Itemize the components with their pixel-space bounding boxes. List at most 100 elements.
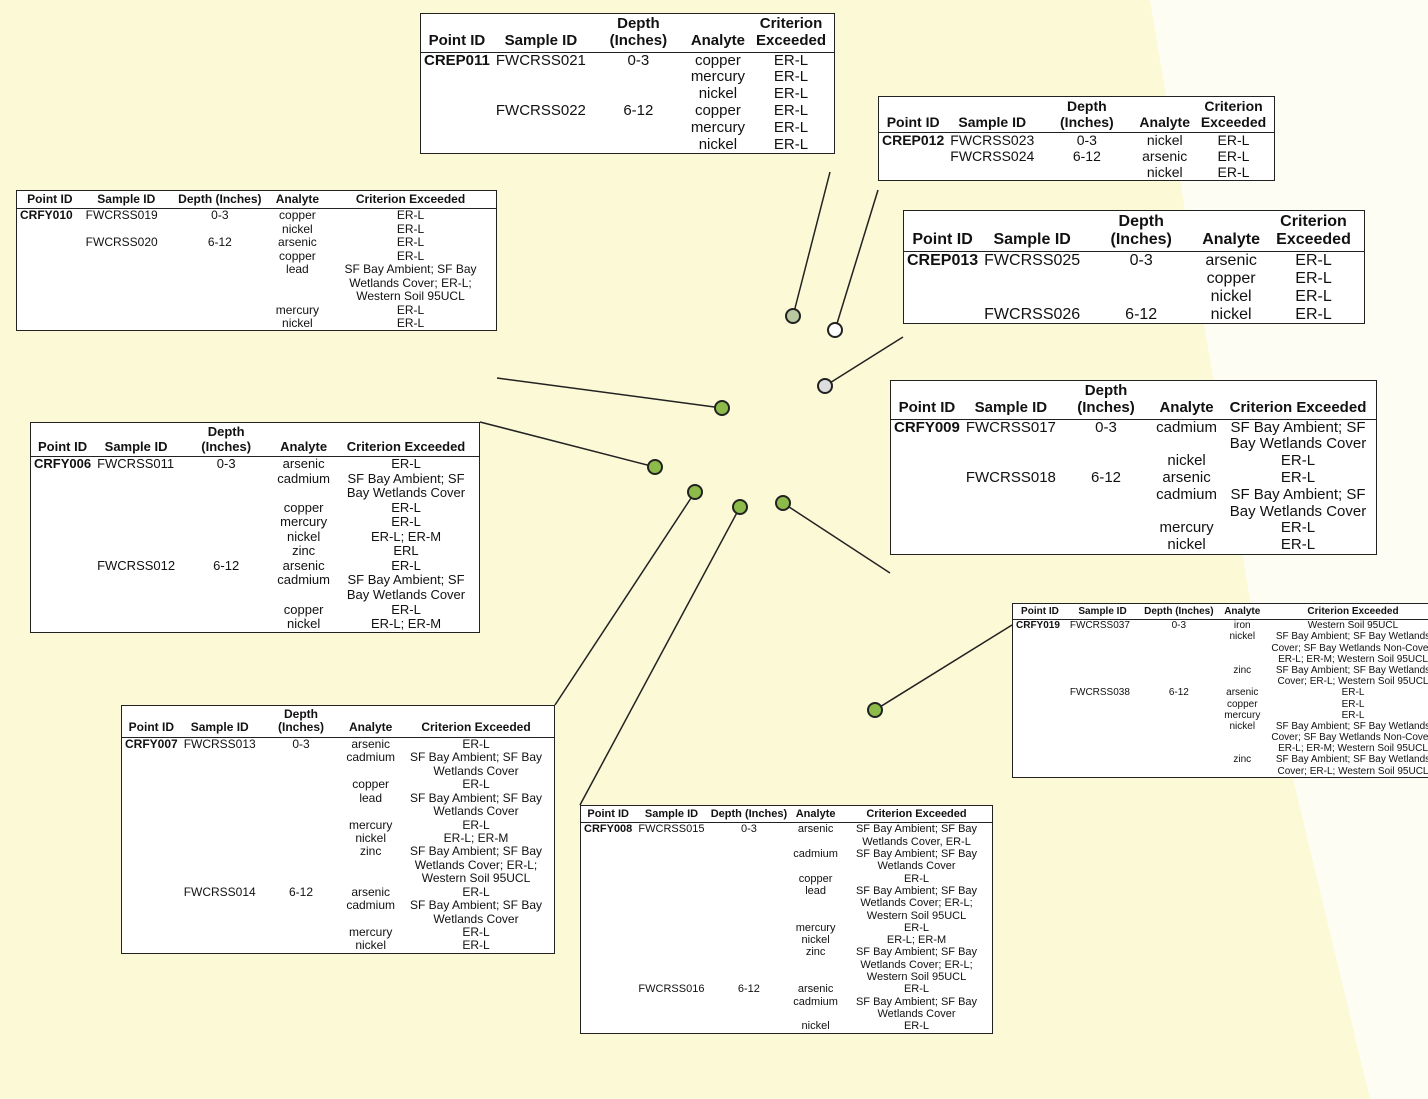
table-cell: FWCRSS017 <box>965 418 1056 436</box>
table-cell <box>581 873 636 885</box>
table-cell <box>31 617 95 632</box>
sample-table: Point ID Sample ID Depth (Inches) Analyte Cr… <box>420 13 835 155</box>
table-cell <box>181 926 259 939</box>
table-cell <box>181 792 259 819</box>
table-cell <box>589 137 688 154</box>
sample-table: Point ID Sample ID Depth (Inches) Analyte Cr… <box>121 705 555 954</box>
table-cell <box>904 288 982 306</box>
table-cell <box>493 69 589 86</box>
table-cell: ER-L; ER-M <box>886 934 947 947</box>
column-header: Analyte <box>1153 380 1220 420</box>
table-cell <box>1067 710 1138 721</box>
table-cell: ER-L <box>1341 687 1365 699</box>
table-cell: 6-12 <box>1091 468 1122 486</box>
table-cell: 0-3 <box>292 736 310 751</box>
table-cell <box>259 751 344 778</box>
table-cell: FWCRSS016 <box>638 983 705 996</box>
table-cell <box>904 270 982 288</box>
table-cell <box>178 603 274 618</box>
table-cell: 6-12 <box>1125 305 1158 323</box>
table-cell: nickel <box>1229 631 1256 643</box>
column-header: Depth (Inches) <box>707 805 791 824</box>
table-cell <box>963 537 1059 554</box>
table-cell: lead <box>805 884 827 897</box>
table-cell: nickel <box>282 315 313 330</box>
table-cell: 0-3 <box>216 456 236 472</box>
table-cell <box>178 472 274 501</box>
table-cell: nickel <box>801 934 830 947</box>
table-cell <box>904 306 982 324</box>
table-cell: copper <box>283 601 324 617</box>
column-header: Criterion Exceeded <box>1193 96 1275 134</box>
table-cell: nickel <box>287 616 321 632</box>
table-cell <box>581 934 636 946</box>
table-cell: nickel <box>1146 132 1183 149</box>
table-cell: arsenic <box>797 823 834 836</box>
column-header: Sample ID <box>1066 603 1139 621</box>
table-cell <box>708 848 791 873</box>
table-cell <box>963 487 1059 521</box>
table-cell: FWCRSS024 <box>950 148 1035 165</box>
table-cell <box>122 939 181 953</box>
table-cell <box>122 778 181 791</box>
table-cell: zinc <box>805 946 826 959</box>
table-cell: 6-12 <box>737 983 760 996</box>
column-header: Analyte <box>343 705 398 738</box>
table-cell: mercury <box>1159 519 1214 537</box>
table-cell: SF Bay Ambient; SF Bay Wetlands Cover <box>346 470 466 501</box>
table-cell: cadmium <box>277 470 330 486</box>
table-cell: CREP011 <box>424 51 490 69</box>
table-cell <box>635 848 707 873</box>
column-header: Sample ID <box>947 96 1038 134</box>
table-cell <box>1138 631 1219 665</box>
table-cell: zinc <box>1233 664 1252 676</box>
table-cell <box>879 149 948 165</box>
table-cell <box>1138 699 1219 710</box>
sample-points <box>647 308 883 718</box>
table-cell: ER-L; ER-M <box>370 616 442 632</box>
table-cell: SF Bay Ambient; SF Bay Wetlands Cover; E… <box>344 262 477 304</box>
table-cell: ER-L <box>1217 163 1250 180</box>
table-cell: CRFY019 <box>1016 620 1060 632</box>
table-cell <box>635 922 707 934</box>
table-cell: nickel <box>355 830 386 845</box>
table-cell: ER-L <box>903 983 930 996</box>
table-cell: cadmium <box>1156 418 1217 436</box>
table-cell: arsenic <box>351 884 390 899</box>
table-cell <box>581 885 636 922</box>
table-cell <box>1013 631 1067 665</box>
table-cell <box>94 530 178 545</box>
table-cell <box>1138 665 1219 687</box>
table-cell: ER-L <box>462 736 490 751</box>
table-cell: zinc <box>359 844 382 859</box>
table-cell <box>1013 754 1067 777</box>
table-cell: copper <box>694 101 741 119</box>
table-cell: ER-L <box>462 817 490 832</box>
sample-table: Point ID Sample ID Depth (Inches) Analyte Cr… <box>580 805 993 1034</box>
table-cell: copper <box>1226 698 1258 710</box>
table-cell: SF Bay Ambient; SF Bay Wetlands Cover <box>346 572 466 603</box>
column-header: Criterion Exceeded <box>1220 380 1377 420</box>
sample-table: Point ID Sample ID Depth (Inches) Analyte Cr… <box>16 190 497 332</box>
table-cell: lead <box>359 790 382 805</box>
table-cell: nickel <box>355 938 386 953</box>
column-header: Point ID <box>16 190 83 210</box>
table-cell: CREP012 <box>882 132 945 149</box>
table-cell: ER-L <box>391 601 421 617</box>
table-cell: nickel <box>287 528 321 544</box>
column-header: Point ID <box>580 805 636 824</box>
table-cell <box>708 873 791 885</box>
column-header: Sample ID <box>635 805 708 824</box>
table-cell: 0-3 <box>627 51 650 69</box>
table-cell: mercury <box>348 817 393 832</box>
sample-table: Point ID Sample ID Depth (Inches) Analyte Cr… <box>890 380 1377 555</box>
table-cell <box>94 501 178 516</box>
table-cell <box>83 304 170 317</box>
table-cell: ER-L <box>1280 452 1316 470</box>
table-cell <box>879 165 948 181</box>
table-cell <box>421 69 493 86</box>
table-cell <box>122 751 181 778</box>
table-cell: 6-12 <box>1168 687 1189 699</box>
table-cell <box>31 501 95 516</box>
table-cell: nickel <box>1229 720 1256 732</box>
